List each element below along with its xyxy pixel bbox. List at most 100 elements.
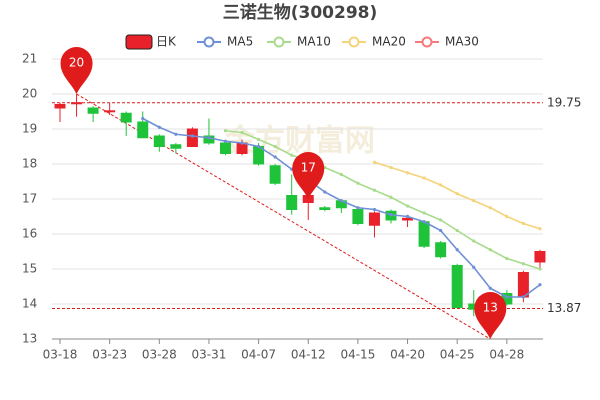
ma-point [422,211,426,215]
ma-point [505,295,509,299]
ma-point [455,192,459,196]
y-tick-label: 15 [22,262,37,276]
y-tick-label: 16 [22,227,37,241]
legend-label: MA10 [297,35,331,49]
legend-label: 日K [156,35,177,49]
candle-body [352,209,364,224]
ma-point [389,165,393,170]
ma-point [538,283,542,287]
x-tick-label: 03-18 [43,348,78,362]
candle-body [451,265,463,308]
ma-line [374,161,541,230]
ma-point [273,155,277,159]
candle-body [137,121,149,139]
candle-body [517,272,529,298]
candle-body [54,104,66,109]
x-tick-label: 04-12 [291,348,326,362]
x-tick-label: 03-23 [92,348,127,362]
reference-label: 19.75 [547,95,581,109]
candle-body [220,142,231,154]
ma-point [472,199,476,203]
ma-point [372,207,377,212]
ma-point [157,125,161,129]
ma-point [240,141,244,145]
candle-body [71,102,83,105]
ma-point [405,214,410,219]
ma-point [538,227,542,231]
candle-body [170,144,182,149]
ma-point [521,262,526,266]
legend-swatch [125,34,153,50]
legend-swatch [273,36,285,48]
ma-point [372,188,377,192]
candle-body [435,242,447,258]
ma-point [389,213,393,217]
x-tick-label: 04-28 [489,348,524,362]
x-tick-label: 03-31 [192,348,227,362]
ma-point [439,228,443,233]
ma-point [223,129,228,133]
ma-point [240,130,244,135]
y-tick-label: 14 [22,297,37,311]
ma-point [207,136,211,140]
ma-point [273,144,277,149]
legend-swatch [421,36,433,48]
y-tick-label: 17 [22,192,37,206]
ma-point [488,248,492,252]
legend-label: MA20 [372,35,406,49]
pin-label: 17 [301,161,316,175]
ma-point [422,220,426,224]
ma-point [356,206,360,210]
candle-body [402,217,414,221]
ma-point [257,137,261,142]
ma-point [190,134,194,138]
ma-point [389,195,393,199]
ma-point [405,204,410,208]
ma-line [225,129,541,270]
candle-body [534,251,546,263]
ma-point [455,228,459,233]
candle-body [153,135,165,147]
y-tick-label: 21 [22,52,37,66]
x-tick-label: 04-20 [390,348,425,362]
ma-point [521,295,526,299]
ma-point [372,160,377,164]
candle-body [368,212,380,226]
ma-point [356,181,360,185]
pin [60,46,93,94]
candle-body [286,195,298,210]
candle-body [104,110,116,113]
y-tick-label: 13 [22,332,37,346]
ma-point [472,265,476,269]
pin [474,292,507,339]
ma-point [174,132,178,136]
ma-point [488,286,492,290]
x-tick-label: 04-07 [241,348,276,362]
ma-point [323,190,327,194]
pin-label: 20 [69,56,84,70]
ma-point [505,214,509,219]
ma-point [439,183,443,187]
chart-title: 三诺生物(300298) [223,2,378,23]
pin [292,152,325,199]
candle-body [319,207,331,210]
pin-label: 13 [483,301,498,315]
y-tick-label: 18 [22,157,37,171]
candle-body [418,221,430,247]
candle-body [120,112,132,123]
x-tick-label: 04-15 [340,348,375,362]
candle-body [87,107,99,114]
x-tick-label: 03-28 [142,348,177,362]
ma-point [538,267,542,271]
x-tick-label: 04-25 [440,348,475,362]
legend-swatch [203,36,215,48]
ma-point [141,116,145,121]
ma-point [472,239,476,243]
legend-label: MA30 [445,35,479,49]
ma-point [521,221,526,226]
ma-point [455,248,459,252]
candle-body [269,165,281,184]
candle-body [186,128,198,147]
reference-label: 13.87 [547,301,581,315]
ma-point [257,144,261,149]
